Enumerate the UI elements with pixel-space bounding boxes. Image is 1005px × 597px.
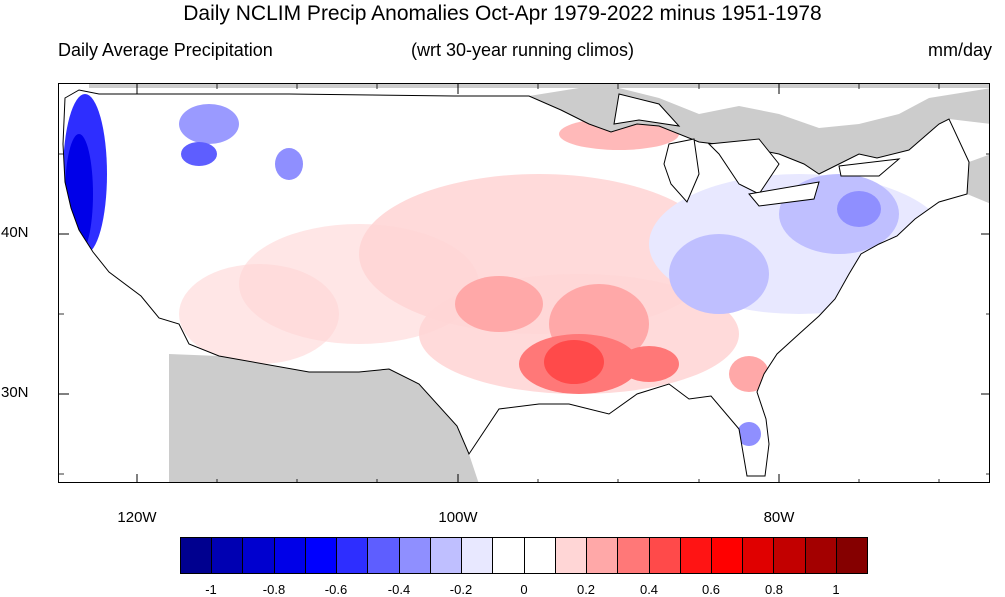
colorbar [180, 537, 868, 574]
colorbar-swatch [368, 538, 400, 573]
colorbar-swatch [555, 538, 588, 573]
colorbar-swatch [493, 538, 525, 573]
colorbar-label: -0.8 [262, 582, 286, 597]
colorbar-label: -0.2 [449, 582, 473, 597]
colorbar-label: -0.4 [387, 582, 411, 597]
lat-tick-label: 30N [1, 384, 29, 401]
colorbar-swatch [212, 538, 244, 573]
lon-tick-label: 120W [117, 509, 157, 526]
colorbar-label: 0.2 [576, 582, 596, 597]
colorbar-swatch [243, 538, 275, 573]
colorbar-label: -1 [205, 582, 217, 597]
colorbar-swatch [743, 538, 775, 573]
colorbar-label: -0.6 [324, 582, 348, 597]
lat-tick-label: 40N [1, 224, 29, 241]
colorbar-swatch [587, 538, 619, 573]
colorbar-swatch [805, 538, 837, 573]
colorbar-swatch [836, 538, 868, 573]
colorbar-swatch [618, 538, 650, 573]
units-label: mm/day [927, 40, 992, 60]
coastlines-and-lakes [62, 89, 970, 477]
colorbar-swatch [337, 538, 369, 573]
colorbar-swatch [305, 538, 338, 573]
colorbar-label: 0.4 [639, 582, 659, 597]
precip-anomaly-map [59, 84, 989, 482]
colorbar-swatch [430, 538, 463, 573]
variable-label: Daily Average Precipitation [58, 40, 273, 60]
climatology-note: (wrt 30-year running climos) [410, 40, 635, 60]
colorbar-label: 0 [520, 582, 528, 597]
colorbar-swatch [274, 538, 306, 573]
colorbar-swatch [711, 538, 744, 573]
lon-tick-label: 100W [438, 509, 478, 526]
colorbar-swatch [649, 538, 681, 573]
colorbar-label: 0.6 [701, 582, 721, 597]
colorbar-swatch [680, 538, 712, 573]
colorbar-swatch [399, 538, 431, 573]
colorbar-swatch [181, 538, 213, 573]
colorbar-label: 1 [832, 582, 840, 597]
lon-tick-label: 80W [763, 509, 795, 526]
colorbar-swatch [774, 538, 806, 573]
chart-title: Daily NCLIM Precip Anomalies Oct-Apr 197… [183, 2, 822, 25]
colorbar-swatch [462, 538, 494, 573]
colorbar-swatch [524, 538, 556, 573]
colorbar-label: 0.8 [764, 582, 784, 597]
map-panel [58, 83, 990, 483]
